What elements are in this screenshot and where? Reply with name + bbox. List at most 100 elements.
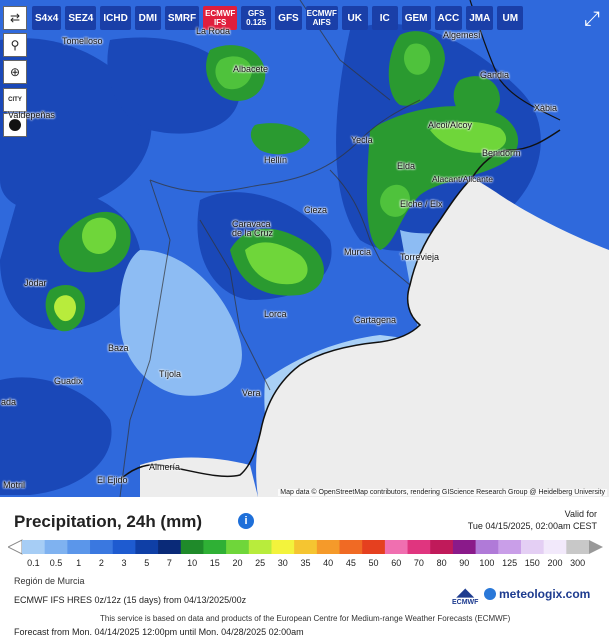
scale-tick-label: 2 xyxy=(98,558,104,568)
scale-tick-label: 60 xyxy=(391,558,402,568)
ecmwf-note: This service is based on data and produc… xyxy=(100,614,511,623)
model-button-jma[interactable]: JMA xyxy=(466,6,494,30)
scale-swatch xyxy=(339,540,363,554)
model-button-uk[interactable]: UK xyxy=(341,6,368,30)
model-button-um[interactable]: UM xyxy=(497,6,524,30)
model-button-sez4[interactable]: SEZ4 xyxy=(65,6,97,30)
model-button-ecmwf-aifs[interactable]: ECMWF AIFS xyxy=(305,6,338,30)
scale-tick-label: 50 xyxy=(368,558,379,568)
place-label: Baza xyxy=(108,343,129,353)
place-label: Alacant/Alicante xyxy=(432,174,493,184)
scale-tick-label: 10 xyxy=(187,558,198,568)
scale-swatch xyxy=(158,540,182,554)
model-button-gem[interactable]: GEM xyxy=(401,6,431,30)
scale-right-arrow xyxy=(589,540,603,554)
scale-swatch xyxy=(180,540,204,554)
scale-swatch xyxy=(566,540,590,554)
place-label: Elche / Elx xyxy=(400,199,443,209)
valid-time: Tue 04/15/2025, 02:00am CEST xyxy=(467,521,597,531)
scale-swatch xyxy=(498,540,522,554)
color-scale-ticks: 0.1 0.5 1 2 3 5 7 10 15 20 25 30 35 40 45 50 60 70 80 90 100… xyxy=(0,558,609,570)
scale-tick-label: 150 xyxy=(524,558,540,568)
place-label: Guadix xyxy=(54,376,83,386)
compare-icon[interactable]: ⇄ xyxy=(3,6,27,30)
region-name: Región de Murcia xyxy=(14,576,85,586)
scale-tick-label: 45 xyxy=(345,558,356,568)
place-label: La Roda xyxy=(196,26,231,36)
scale-tick-label: 1 xyxy=(76,558,82,568)
scale-tick-label: 35 xyxy=(300,558,311,568)
brand-logo[interactable]: meteologix.com xyxy=(484,587,590,601)
model-button-ic[interactable]: IC xyxy=(371,6,398,30)
model-button-ecmwf-ifs[interactable]: ECMWF IFS xyxy=(203,6,238,30)
scale-tick-label: 5 xyxy=(144,558,150,568)
scale-swatch xyxy=(90,540,114,554)
model-button-gfs[interactable]: GFS xyxy=(275,6,302,30)
place-label: Vera xyxy=(242,388,261,398)
place-label: Tíjola xyxy=(159,369,182,379)
scale-swatch xyxy=(407,540,431,554)
scale-swatch xyxy=(44,540,68,554)
scale-tick-label: 7 xyxy=(166,558,172,568)
scale-tick-label: 70 xyxy=(413,558,424,568)
place-label: Xàbia xyxy=(534,103,558,113)
scale-tick-label: 125 xyxy=(502,558,518,568)
scale-tick-label: 0.5 xyxy=(49,558,63,568)
scale-swatch xyxy=(112,540,136,554)
map-attribution: Map data © OpenStreetMap contributors, r… xyxy=(278,489,607,496)
fullscreen-icon[interactable]: ⤢ xyxy=(584,7,600,30)
place-label: Gandia xyxy=(480,70,510,80)
scale-swatch xyxy=(475,540,499,554)
map-canvas xyxy=(0,0,609,497)
place-label: Caravaca de la Cruz xyxy=(232,219,274,238)
scale-tick-label: 80 xyxy=(436,558,447,568)
place-label: El Ejido xyxy=(97,475,128,485)
scale-swatch xyxy=(384,540,409,554)
model-button-acc[interactable]: ACC xyxy=(434,6,463,30)
scale-tick-label: 100 xyxy=(479,558,495,568)
place-label: ada xyxy=(1,397,17,407)
scale-swatch xyxy=(452,540,477,554)
model-button-s4x4[interactable]: S4x4 xyxy=(32,6,62,30)
scale-tick-label: 300 xyxy=(570,558,586,568)
scale-swatch xyxy=(248,540,272,554)
precipitation-map[interactable]: S4x4 SEZ4 ICHD DMI SMRF ECMWF IFS GFS 0.… xyxy=(0,0,609,497)
place-label: Albacete xyxy=(233,64,269,74)
dot-marker-icon[interactable] xyxy=(3,113,27,137)
scale-swatch xyxy=(430,540,454,554)
scale-swatch xyxy=(271,540,295,554)
globe-icon xyxy=(484,588,496,600)
zoom-icon[interactable]: ⊕ xyxy=(3,60,27,84)
place-label: Almería xyxy=(149,462,181,472)
place-label: Cieza xyxy=(304,205,328,215)
model-button-dmi[interactable]: DMI xyxy=(134,6,161,30)
place-label: Benidorm xyxy=(482,148,521,158)
model-toolbar: S4x4 SEZ4 ICHD DMI SMRF ECMWF IFS GFS 0.… xyxy=(0,6,524,32)
ecmwf-logo: ◢◣ ECMWF xyxy=(452,587,479,606)
place-label: Elda xyxy=(397,161,416,171)
model-button-gfs0125[interactable]: GFS 0.125 xyxy=(241,6,272,30)
city-toggle-button[interactable]: CITY xyxy=(3,88,27,112)
place-label: Murcia xyxy=(344,247,372,257)
scale-swatch xyxy=(22,540,46,554)
model-run-info: ECMWF IFS HRES 0z/12z (15 days) from 04/… xyxy=(14,595,247,605)
legend-title: Precipitation, 24h (mm) xyxy=(14,512,202,531)
location-pin-icon[interactable]: ⚲ xyxy=(3,33,27,57)
info-icon[interactable]: i xyxy=(238,513,254,529)
valid-for-label: Valid for xyxy=(564,509,597,519)
model-button-ichd[interactable]: ICHD xyxy=(100,6,131,30)
model-button-smrf[interactable]: SMRF xyxy=(164,6,200,30)
forecast-range: Forecast from Mon. 04/14/2025 12:00pm un… xyxy=(14,627,304,637)
scale-swatch xyxy=(316,540,341,554)
place-label: Motril xyxy=(3,480,25,490)
scale-swatch xyxy=(543,540,567,554)
place-label: Lorca xyxy=(264,309,287,319)
place-label: Alcoi/Alcoy xyxy=(428,120,473,130)
color-scale-bar xyxy=(8,539,603,555)
place-label: Tomelloso xyxy=(62,36,103,46)
place-label: Cartagena xyxy=(354,315,397,325)
scale-tick-label: 200 xyxy=(547,558,563,568)
scale-tick-label: 40 xyxy=(323,558,334,568)
scale-tick-label: 30 xyxy=(277,558,288,568)
place-label: Yecla xyxy=(351,135,373,145)
